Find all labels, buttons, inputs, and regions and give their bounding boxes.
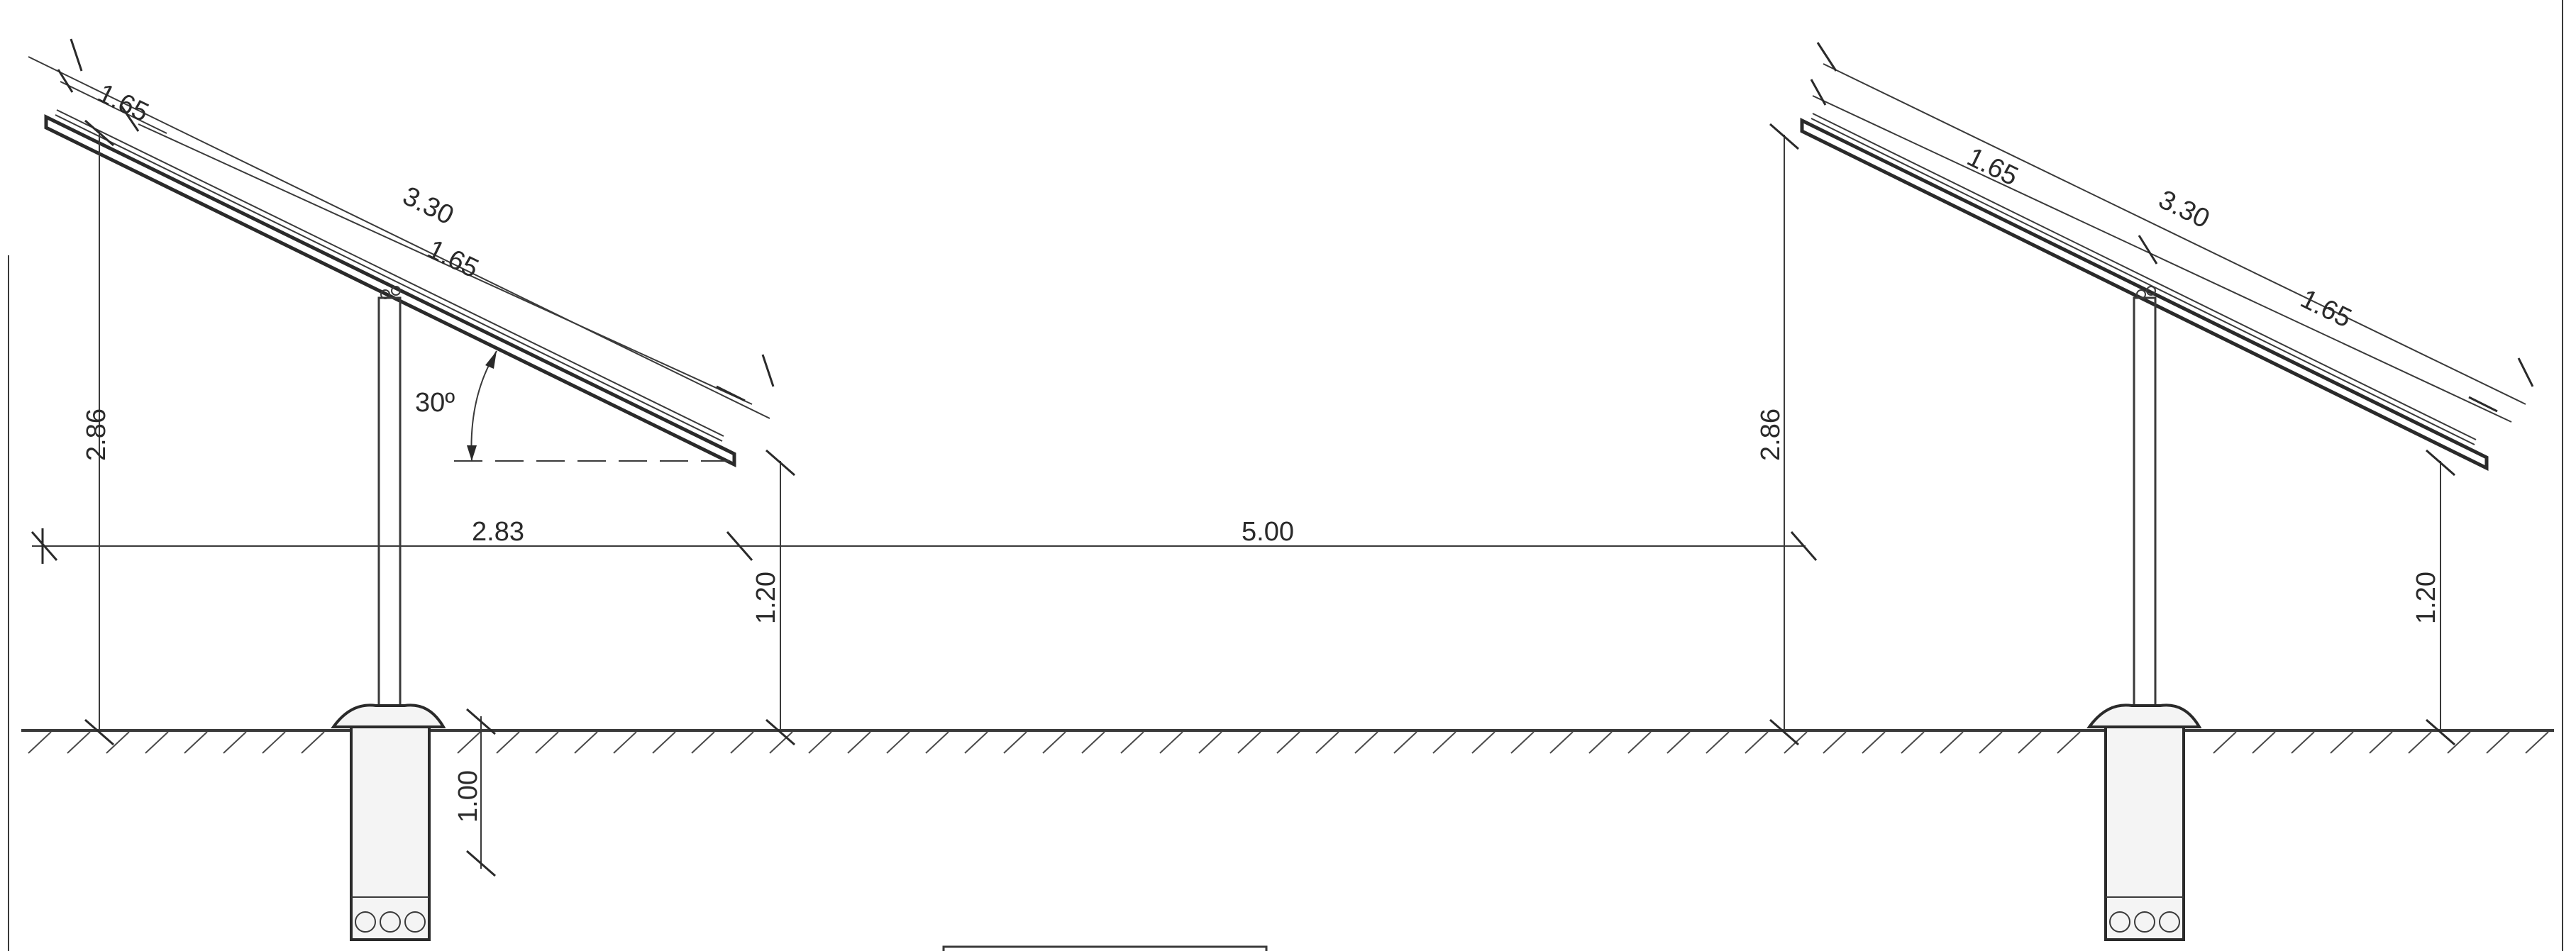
right-total-length-label: 3.30 — [2154, 184, 2214, 234]
left-lower-height-label: 1.20 — [751, 572, 781, 624]
hatch-line — [2447, 731, 2471, 754]
left-lower-segment-label: 1.65 — [423, 234, 483, 284]
hatch-line — [730, 731, 754, 754]
right-solar-panel — [1800, 117, 2489, 472]
hatch-line — [2213, 731, 2237, 754]
right-upper-segment-label: 1.65 — [1962, 142, 2023, 191]
hatch-line — [184, 731, 208, 754]
hatch-line — [1159, 731, 1183, 754]
hatch-line — [106, 731, 130, 754]
hatch-line — [496, 731, 520, 754]
hatch-line — [1862, 731, 1886, 754]
hatch-line — [1393, 731, 1417, 754]
left-solar-panel — [44, 113, 736, 468]
left-upper-segment-label: 1.65 — [93, 78, 153, 128]
hatch-line — [1666, 731, 1691, 754]
hatch-line — [613, 731, 637, 754]
ground-hatching — [28, 731, 2549, 754]
hatch-line — [574, 731, 598, 754]
hatch-line — [1120, 731, 1144, 754]
hatch-line — [1003, 731, 1027, 754]
hatch-line — [1706, 731, 1730, 754]
hatch-line — [67, 731, 91, 754]
hatch-line — [925, 731, 949, 754]
hatch-line — [2330, 731, 2354, 754]
hatch-line — [2057, 731, 2081, 754]
hatch-line — [535, 731, 559, 754]
hatch-line — [2408, 731, 2432, 754]
hatch-line — [457, 731, 481, 754]
hatch-line — [301, 731, 325, 754]
hatch-line — [691, 731, 715, 754]
hatch-line — [1198, 731, 1222, 754]
hatch-line — [1276, 731, 1300, 754]
hatch-line — [1432, 731, 1456, 754]
hatch-line — [808, 731, 832, 754]
hatch-line — [1315, 731, 1339, 754]
row-spacing-dimension: 5.00 — [741, 517, 1818, 561]
right-top-height-label: 2.86 — [1756, 408, 1786, 461]
right-structure: 3.30 1.65 1.65 2.86 1.20 — [1756, 42, 2534, 941]
hatch-line — [2369, 731, 2393, 754]
hatch-line — [1588, 731, 1613, 754]
hatch-line — [2486, 731, 2510, 754]
hatch-line — [1823, 731, 1847, 754]
hatch-line — [145, 731, 169, 754]
hatch-line — [1354, 731, 1378, 754]
right-lower-height-label: 1.20 — [2411, 572, 2441, 624]
hatch-line — [886, 731, 910, 754]
left-foundation — [331, 703, 446, 941]
hatch-line — [1510, 731, 1535, 754]
hatch-line — [769, 731, 793, 754]
hatch-line — [1979, 731, 2003, 754]
hatch-line — [1627, 731, 1652, 754]
hatch-line — [28, 731, 52, 754]
hatch-line — [2018, 731, 2042, 754]
hatch-line — [1901, 731, 1925, 754]
hatch-line — [1471, 731, 1496, 754]
left-foundation-depth-label: 1.00 — [453, 770, 483, 823]
left-tilt-angle-label: 30º — [415, 388, 455, 418]
hatch-line — [2525, 731, 2549, 754]
hatch-line — [1237, 731, 1261, 754]
hatch-line — [847, 731, 871, 754]
left-total-length-label: 3.30 — [398, 181, 458, 230]
hatch-line — [1042, 731, 1066, 754]
hatch-line — [1081, 731, 1105, 754]
ground — [21, 729, 2554, 754]
row-spacing-label: 5.00 — [1242, 517, 1294, 547]
hatch-line — [2252, 731, 2276, 754]
title-block-edge — [942, 945, 1268, 951]
left-top-height-label: 2.86 — [82, 408, 111, 461]
hatch-line — [1745, 731, 1769, 754]
hatch-line — [964, 731, 988, 754]
hatch-line — [2291, 731, 2315, 754]
hatch-line — [1549, 731, 1574, 754]
right-foundation — [2086, 703, 2202, 941]
hatch-line — [1940, 731, 1964, 754]
hatch-line — [262, 731, 286, 754]
hatch-line — [652, 731, 676, 754]
left-structure: 3.30 1.65 1.65 30º 2.86 1.20 2.83 — [28, 38, 795, 941]
hatch-line — [223, 731, 247, 754]
left-horizontal-projection-label: 2.83 — [472, 517, 524, 547]
